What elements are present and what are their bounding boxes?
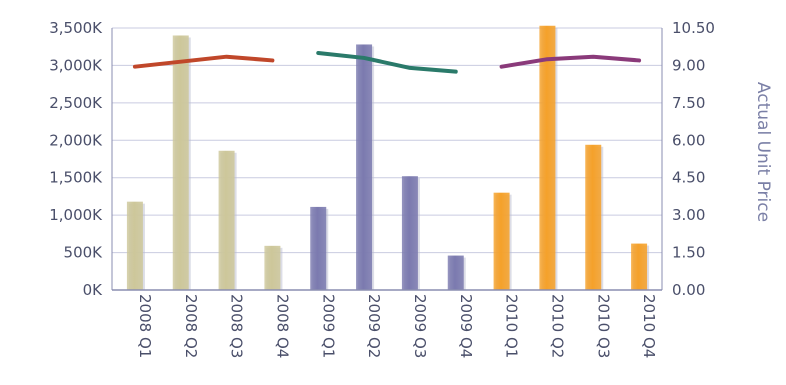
left-tick-label: 500K [64,244,104,262]
bar [539,25,556,291]
category-label: 2010 Q2 [548,294,566,358]
left-tick-label: 0K [83,281,104,299]
axes [111,28,663,291]
right-tick-label: 3.00 [672,206,705,224]
bar [493,192,510,290]
category-label: 2008 Q3 [228,294,246,358]
right-tick-label: 1.50 [672,244,705,262]
bars [126,25,650,291]
right-tick-label: 7.50 [672,94,705,112]
price-line [132,54,275,69]
right-tick-label: 0.00 [672,281,705,299]
bar [447,255,464,290]
category-label: 2010 Q1 [503,294,521,358]
category-label: 2009 Q3 [411,294,429,358]
left-tick-label: 1,000K [49,206,103,224]
right-tick-label: 4.50 [672,169,705,187]
bar [356,44,373,291]
bar [585,144,602,290]
bar [264,245,281,290]
category-label: 2009 Q4 [457,294,475,358]
right-tick-label: 9.00 [672,56,705,74]
left-tick-label: 2,000K [49,131,103,149]
right-tick-label: 10.50 [672,19,715,37]
left-tick-label: 3,000K [49,56,103,74]
price-lines [132,50,642,74]
bar [172,35,189,290]
bar [631,243,648,290]
right-axis-title: Actual Unit Price [753,82,773,222]
bar [126,201,143,290]
left-axis-ticks: 3,500K 3,000K 2,500K 2,000K 1,500K 1,000K 500K… [49,19,103,299]
category-label: 2009 Q1 [319,294,337,358]
left-tick-label: 1,500K [49,169,103,187]
category-label: 2008 Q4 [273,294,291,358]
category-label: 2008 Q2 [182,294,200,358]
gridlines [112,27,662,291]
left-tick-label: 2,500K [49,94,103,112]
category-label: 2010 Q4 [640,294,658,358]
bar [218,150,235,290]
category-label: 2009 Q2 [365,294,383,358]
price-line [499,54,642,69]
category-label: 2010 Q3 [594,294,612,358]
left-tick-label: 3,500K [49,19,103,37]
bar [401,176,418,290]
right-tick-label: 6.00 [672,131,705,149]
bar [310,206,327,290]
price-line [316,50,458,74]
right-axis-ticks: 10.50 9.00 7.50 6.00 4.50 3.00 1.50 0.00 [672,19,715,299]
category-label: 2008 Q1 [136,294,154,358]
category-labels: 2008 Q1 2008 Q2 2008 Q3 2008 Q4 2009 Q1 2009 … [136,294,658,358]
